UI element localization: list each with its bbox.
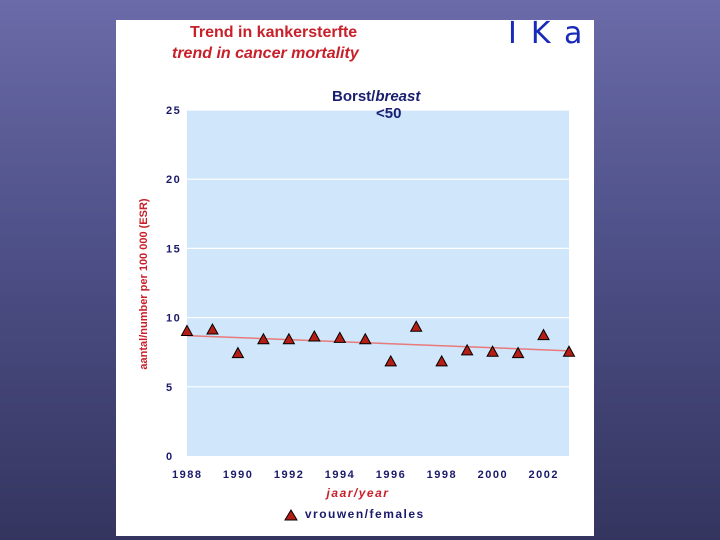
data-point: [384, 354, 398, 367]
panel-title-part1: Borst/: [332, 88, 376, 105]
x-tick-label: 1994: [325, 469, 355, 481]
y-tick-label: 0: [166, 451, 174, 463]
data-point: [537, 328, 550, 341]
x-tick-label: 2002: [529, 469, 559, 481]
y-tick-label: 25: [166, 105, 181, 117]
data-point: [333, 331, 347, 343]
x-tick-label: 1990: [223, 469, 253, 481]
y-axis-label: aantal/number per 100 000 (ESR): [138, 198, 150, 370]
data-point: [435, 354, 449, 367]
data-point: [180, 324, 194, 336]
x-axis-label: jaar/year: [326, 486, 390, 500]
data-markers: [180, 320, 576, 367]
data-point: [282, 332, 296, 345]
legend: vrouwen/females: [284, 507, 425, 521]
x-tick-label: 2000: [478, 469, 508, 481]
x-tick-label: 1992: [274, 469, 304, 481]
y-tick-label: 5: [166, 382, 174, 394]
logo: IKa: [508, 16, 597, 51]
legend-triangle-icon: [284, 508, 298, 521]
data-point: [257, 332, 270, 345]
data-point: [231, 346, 245, 359]
data-point: [511, 346, 525, 359]
data-point: [460, 343, 474, 356]
data-point: [307, 329, 321, 342]
data-point: [358, 332, 372, 345]
y-tick-label: 20: [166, 174, 181, 186]
y-tick-label: 10: [166, 313, 181, 325]
data-point: [206, 323, 219, 335]
x-tick-label: 1998: [427, 469, 457, 481]
data-point: [486, 345, 499, 357]
y-tick-label: 15: [166, 243, 181, 255]
chart-title-line2: trend in cancer mortality: [172, 45, 359, 62]
panel-title-subgroup: <50: [376, 105, 402, 122]
panel-title-part2: breast: [375, 88, 421, 105]
trendline: [186, 334, 570, 352]
plot-area: [187, 110, 569, 456]
data-point: [409, 320, 423, 332]
legend-label: vrouwen/females: [304, 507, 425, 521]
panel-title: Borst/breast: [332, 88, 420, 105]
data-point: [562, 345, 576, 357]
chart-title-line1: Trend in kankersterfte: [190, 24, 358, 41]
x-tick-label: 1996: [376, 469, 406, 481]
y-tick-labels: 0 5 10 15 20 25: [166, 105, 181, 463]
grid: [187, 109, 569, 388]
x-tick-label: 1988: [172, 469, 202, 481]
x-tick-labels: 1988 1990 1992 1994 1996 1998 2000 2002: [172, 469, 559, 481]
